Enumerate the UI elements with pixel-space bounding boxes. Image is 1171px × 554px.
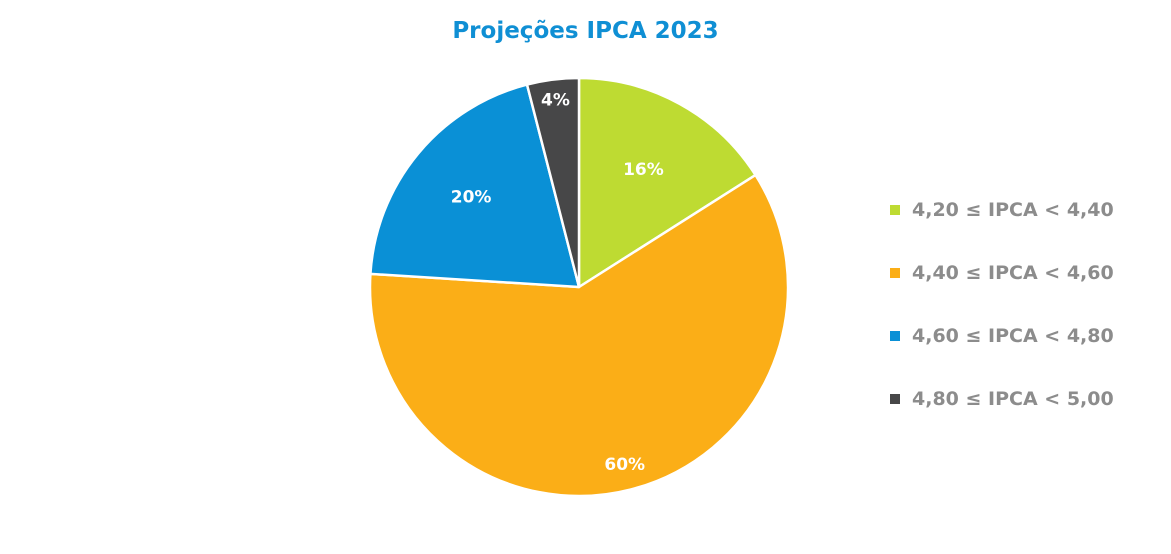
slice-data-label-3: 20% [451,188,492,208]
legend-swatch [890,204,900,215]
legend-item-4: 4,80 ≤ IPCA < 5,00 [890,367,1114,430]
legend-swatch [890,267,900,278]
legend-label: 4,80 ≤ IPCA < 5,00 [912,387,1114,410]
legend: 4,20 ≤ IPCA < 4,40 4,40 ≤ IPCA < 4,60 4,60… [890,178,1114,430]
legend-label: 4,40 ≤ IPCA < 4,60 [912,261,1114,284]
slice-data-label-4: 4% [541,90,570,110]
legend-item-2: 4,40 ≤ IPCA < 4,60 [890,241,1114,304]
pie-slice-4 [525,76,581,289]
chart-title: Projeções IPCA 2023 [452,18,719,44]
legend-swatch [890,330,900,341]
legend-item-1: 4,20 ≤ IPCA < 4,40 [890,178,1114,241]
legend-label: 4,60 ≤ IPCA < 4,80 [912,324,1114,347]
pie-slice-2 [368,173,790,498]
legend-item-3: 4,60 ≤ IPCA < 4,80 [890,304,1114,367]
slice-data-label-1: 16% [623,160,664,180]
legend-label: 4,20 ≤ IPCA < 4,40 [912,198,1114,221]
slice-data-label-2: 60% [604,455,645,475]
legend-swatch [890,393,900,404]
pie-slice-1 [577,76,757,289]
pie-slice-3 [369,83,581,289]
